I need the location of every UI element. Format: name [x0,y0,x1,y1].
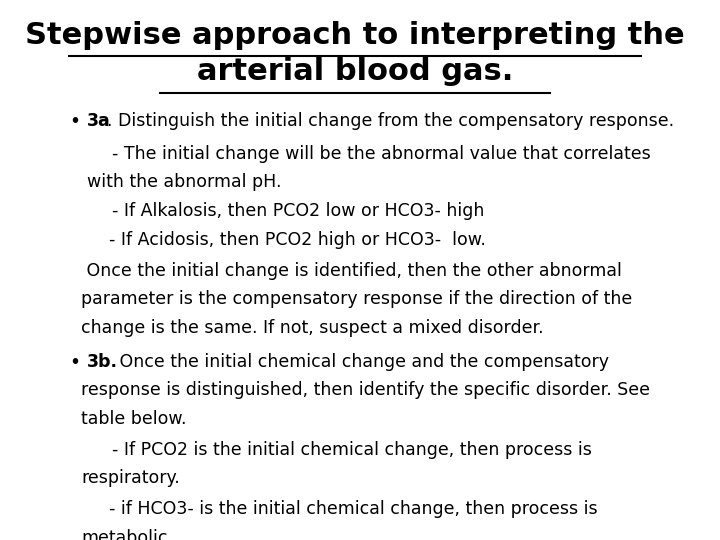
Text: - If PCO2 is the initial chemical change, then process is: - If PCO2 is the initial chemical change… [112,441,592,458]
Text: Once the initial chemical change and the compensatory: Once the initial chemical change and the… [114,353,609,371]
Text: - The initial change will be the abnormal value that correlates: - The initial change will be the abnorma… [112,145,650,163]
Text: with the abnormal pH.: with the abnormal pH. [87,173,282,191]
Text: parameter is the compensatory response if the direction of the: parameter is the compensatory response i… [81,290,632,308]
Text: Stepwise approach to interpreting the: Stepwise approach to interpreting the [25,22,685,50]
Text: respiratory.: respiratory. [81,469,180,487]
Text: 3a: 3a [87,112,111,130]
Text: . Distinguish the initial change from the compensatory response.: . Distinguish the initial change from th… [107,112,675,130]
Text: •: • [69,353,80,372]
Text: - if HCO3- is the initial chemical change, then process is: - if HCO3- is the initial chemical chang… [109,500,597,518]
Text: table below.: table below. [81,410,186,428]
Text: - If Alkalosis, then PCO2 low or HCO3- high: - If Alkalosis, then PCO2 low or HCO3- h… [112,202,484,220]
Text: •: • [69,112,80,131]
Text: 3b.: 3b. [87,353,118,371]
Text: change is the same. If not, suspect a mixed disorder.: change is the same. If not, suspect a mi… [81,319,544,337]
Text: response is distinguished, then identify the specific disorder. See: response is distinguished, then identify… [81,381,650,400]
Text: - If Acidosis, then PCO2 high or HCO3-  low.: - If Acidosis, then PCO2 high or HCO3- l… [109,231,485,249]
Text: metabolic.: metabolic. [81,529,174,540]
Text: arterial blood gas.: arterial blood gas. [197,57,513,86]
Text: Once the initial change is identified, then the other abnormal: Once the initial change is identified, t… [81,262,622,280]
